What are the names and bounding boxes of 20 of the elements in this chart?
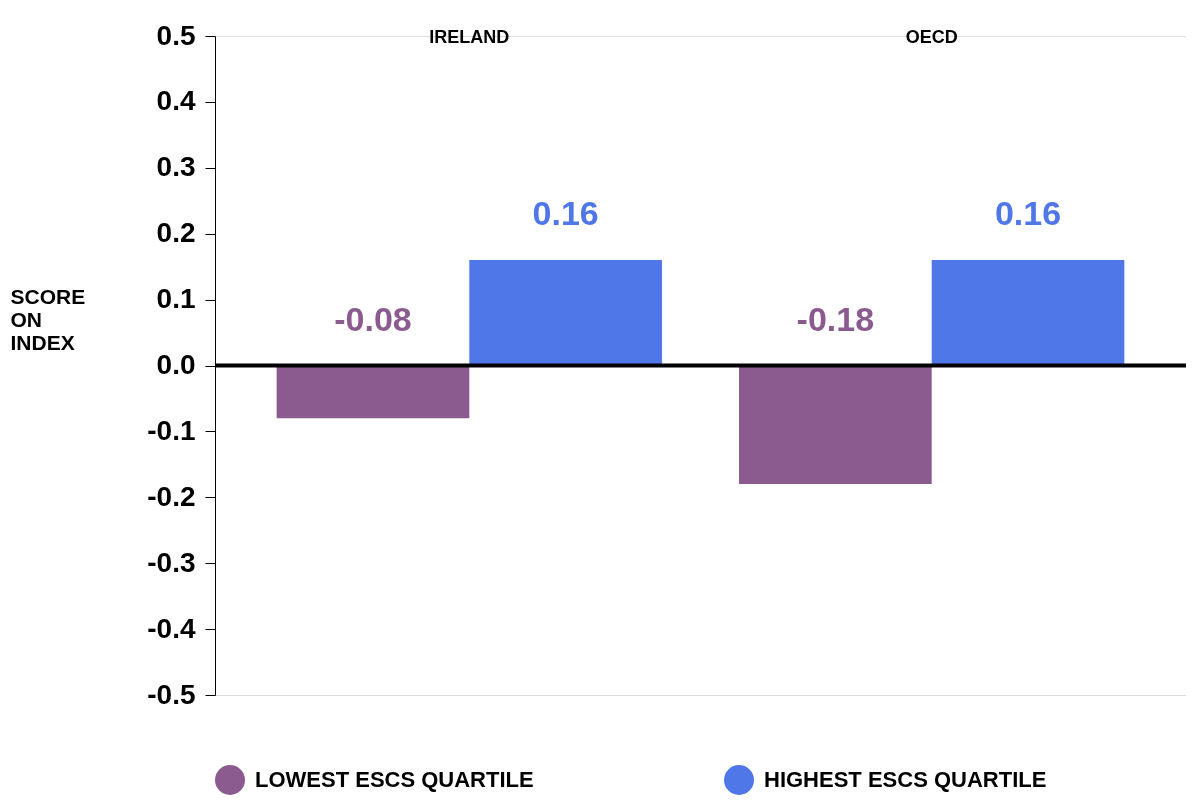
data-label: -0.08 <box>334 299 412 338</box>
data-label: 0.16 <box>994 194 1062 233</box>
y-tick-label: -0.5 <box>147 678 196 710</box>
y-tick-label: 0.0 <box>156 349 196 380</box>
data-label: 0.16 <box>532 194 599 233</box>
y-tick-label: -0.4 <box>147 612 196 644</box>
y-tick-label: 0.2 <box>156 217 196 249</box>
x-tick-label: OECD <box>905 26 958 47</box>
y-axis-title: SCORE ON INDEX <box>10 284 86 354</box>
y-tick-label: -0.2 <box>147 480 196 512</box>
y-tick-label: 0.4 <box>156 85 196 117</box>
legend-label: LOWEST ESCS QUARTILE <box>255 767 534 792</box>
x-tick-label: IRELAND <box>429 26 510 47</box>
y-tick-label: 0.1 <box>156 283 196 315</box>
y-tick-label: -0.1 <box>147 414 196 446</box>
y-tick-label: 0.5 <box>156 19 196 51</box>
data-label: -0.18 <box>796 299 875 338</box>
y-tick-label: -0.3 <box>147 546 196 578</box>
y-tick-label: 0.3 <box>156 151 196 183</box>
legend-label: HIGHEST ESCS QUARTILE <box>764 767 1047 792</box>
